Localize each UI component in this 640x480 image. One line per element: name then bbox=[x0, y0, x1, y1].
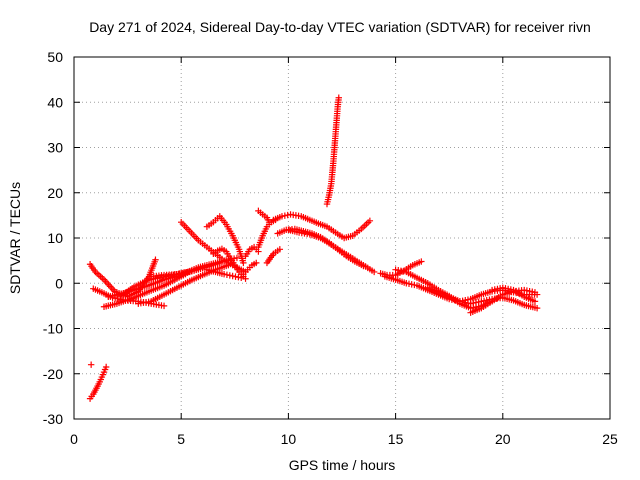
series-arc-1-outlier bbox=[87, 361, 95, 368]
data-point bbox=[223, 271, 231, 279]
y-tick-label: 10 bbox=[47, 230, 63, 246]
data-point bbox=[232, 273, 239, 280]
series-arc-27 bbox=[488, 284, 539, 305]
series-arc-24 bbox=[392, 266, 496, 312]
series-arc-11 bbox=[203, 213, 247, 267]
series-arc-17 bbox=[263, 246, 284, 267]
axis-ticks: 0 5 10 15 20 25 50 40 30 20 10 0 -10 -20 -30 bbox=[43, 49, 618, 447]
data-point bbox=[253, 259, 260, 267]
y-tick-label: -30 bbox=[43, 411, 63, 427]
y-tick-label: 20 bbox=[47, 185, 63, 201]
y-tick-label: -20 bbox=[43, 366, 63, 382]
y-tick-label: -10 bbox=[43, 321, 63, 337]
y-tick-label: 40 bbox=[47, 94, 63, 110]
x-axis-label: GPS time / hours bbox=[289, 457, 396, 473]
data-point bbox=[235, 274, 242, 281]
y-tick-label: 50 bbox=[47, 49, 63, 65]
x-tick-label: 5 bbox=[177, 431, 185, 447]
data-point bbox=[160, 302, 168, 310]
data-point bbox=[220, 271, 228, 278]
data-point bbox=[229, 272, 236, 280]
y-tick-label: 30 bbox=[47, 140, 63, 156]
data-point bbox=[281, 212, 289, 219]
y-tick-label: 0 bbox=[55, 275, 63, 291]
data-point bbox=[102, 363, 110, 371]
chart-title: Day 271 of 2024, Sidereal Day-to-day VTE… bbox=[89, 19, 591, 35]
x-tick-label: 0 bbox=[70, 431, 78, 447]
data-point bbox=[366, 217, 374, 225]
series-arc-14 bbox=[242, 243, 262, 260]
data-point bbox=[531, 298, 539, 305]
series-arc-21 bbox=[323, 94, 342, 208]
x-tick-label: 15 bbox=[388, 431, 404, 447]
series-arc-20 bbox=[285, 226, 378, 276]
x-tick-label: 20 bbox=[495, 431, 511, 447]
y-axis-label: SDTVAR / TECUs bbox=[7, 182, 23, 294]
data-point bbox=[87, 361, 95, 368]
series-arc-1 bbox=[86, 363, 110, 402]
series-arc-18 bbox=[270, 211, 374, 242]
data-point bbox=[531, 289, 539, 296]
data-point bbox=[278, 213, 286, 220]
series-arc-10 bbox=[203, 266, 249, 282]
x-tick-label: 25 bbox=[602, 431, 618, 447]
data-point bbox=[226, 272, 233, 279]
data-point bbox=[240, 259, 247, 267]
data-point bbox=[533, 304, 541, 312]
data-points bbox=[86, 94, 541, 402]
data-point bbox=[276, 246, 284, 253]
series-arc-13 bbox=[240, 259, 260, 278]
data-point bbox=[335, 94, 342, 101]
data-point bbox=[284, 211, 291, 219]
data-point bbox=[418, 258, 425, 265]
data-point bbox=[152, 256, 159, 263]
data-point bbox=[370, 268, 378, 276]
x-tick-label: 10 bbox=[281, 431, 297, 447]
